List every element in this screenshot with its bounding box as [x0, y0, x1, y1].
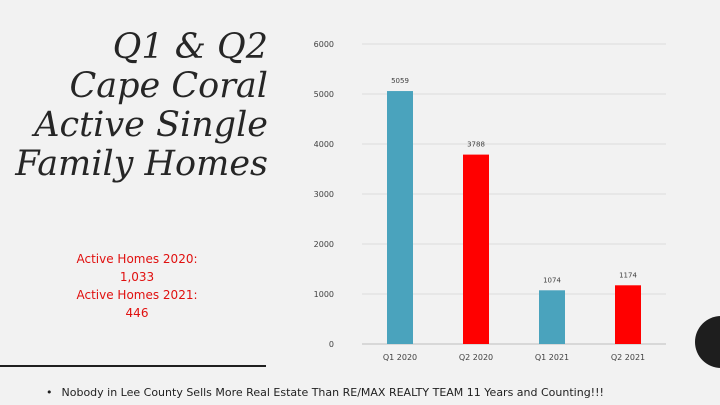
- x-tick-label: Q1 2020: [383, 353, 417, 362]
- data-label: 1174: [619, 271, 637, 279]
- y-tick-label: 2000: [314, 240, 334, 249]
- stats-value-2020: 1,033: [119, 270, 155, 284]
- stats-value-2021: 446: [125, 306, 149, 320]
- title-line-4: Family Homes: [15, 144, 268, 184]
- stats-label-2020: Active Homes 2020:: [76, 252, 198, 266]
- bar: [463, 154, 489, 344]
- bar-chart: 0 1000 2000 3000 4000 5000 6000 5059 Q1 2020 3788…: [314, 40, 666, 362]
- bullet-icon: •: [46, 386, 53, 399]
- bar: [387, 91, 413, 344]
- bar: [615, 285, 641, 344]
- decorative-circle: [695, 316, 720, 368]
- bar: [539, 290, 565, 344]
- active-homes-stats: Active Homes 2020: 1,033 Active Homes 20…: [62, 250, 212, 322]
- x-tick-label: Q2 2021: [611, 353, 645, 362]
- y-tick-label: 3000: [314, 190, 334, 199]
- title-line-2: Cape Coral: [69, 66, 268, 106]
- x-tick-label: Q1 2021: [535, 353, 569, 362]
- title-line-3: Active Single: [34, 105, 268, 145]
- y-tick-label: 4000: [314, 140, 334, 149]
- data-label: 1074: [543, 276, 561, 284]
- data-label: 5059: [391, 77, 409, 85]
- stats-label-2021: Active Homes 2021:: [76, 288, 198, 302]
- footer-text: Nobody in Lee County Sells More Real Est…: [61, 386, 604, 399]
- data-label: 3788: [467, 141, 485, 149]
- y-tick-label: 6000: [314, 40, 334, 49]
- y-tick-label: 5000: [314, 90, 334, 99]
- y-tick-label: 1000: [314, 290, 334, 299]
- x-tick-label: Q2 2020: [459, 353, 493, 362]
- slide-title: Q1 & Q2 Cape Coral Active Single Family …: [8, 28, 268, 184]
- y-tick-label: 0: [329, 340, 334, 349]
- divider-line: [0, 365, 266, 367]
- footer-note: • Nobody in Lee County Sells More Real Es…: [46, 386, 604, 399]
- title-line-1: Q1 & Q2: [112, 27, 268, 67]
